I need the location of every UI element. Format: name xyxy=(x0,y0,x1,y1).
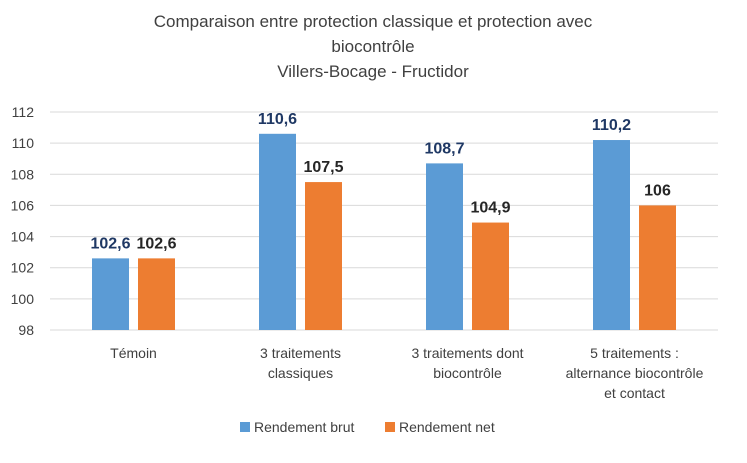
y-tick-label: 100 xyxy=(11,291,35,307)
bar xyxy=(259,133,296,330)
data-label: 110,2 xyxy=(592,117,631,134)
bar xyxy=(305,182,342,330)
x-tick-label: et contact xyxy=(604,385,665,401)
bar xyxy=(426,163,463,330)
legend-swatch xyxy=(240,422,250,432)
legend-swatch xyxy=(385,422,395,432)
y-tick-label: 106 xyxy=(11,197,35,213)
data-label: 106 xyxy=(644,182,671,199)
data-label: 102,6 xyxy=(136,235,176,252)
chart-title-line: biocontrôle xyxy=(331,37,414,56)
y-tick-label: 108 xyxy=(11,166,35,182)
data-label: 102,6 xyxy=(90,235,130,252)
legend-label: Rendement net xyxy=(399,419,495,435)
y-tick-label: 104 xyxy=(11,229,35,245)
x-tick-label: 3 traitements dont xyxy=(411,345,523,361)
x-tick-label: classiques xyxy=(268,365,333,381)
x-tick-label: Témoin xyxy=(110,345,157,361)
data-label: 107,5 xyxy=(303,159,343,176)
bar xyxy=(593,140,630,330)
data-label: 104,9 xyxy=(470,200,510,217)
data-label: 108,7 xyxy=(424,140,464,157)
bar xyxy=(138,258,175,330)
x-tick-label: 3 traitements xyxy=(260,345,341,361)
x-tick-label: alternance biocontrôle xyxy=(566,365,704,381)
y-tick-label: 110 xyxy=(12,135,35,151)
data-label: 110,6 xyxy=(258,111,297,128)
x-tick-label: biocontrôle xyxy=(433,365,502,381)
legend-label: Rendement brut xyxy=(254,419,355,435)
bar xyxy=(639,205,676,330)
y-tick-label: 98 xyxy=(18,322,34,338)
y-tick-label: 112 xyxy=(12,104,35,120)
chart-title-line: Villers-Bocage - Fructidor xyxy=(277,62,469,81)
y-tick-label: 102 xyxy=(11,260,35,276)
bar xyxy=(472,222,509,330)
chart-title-line: Comparaison entre protection classique e… xyxy=(154,12,593,31)
bar xyxy=(92,258,129,330)
x-tick-label: 5 traitements : xyxy=(590,345,679,361)
